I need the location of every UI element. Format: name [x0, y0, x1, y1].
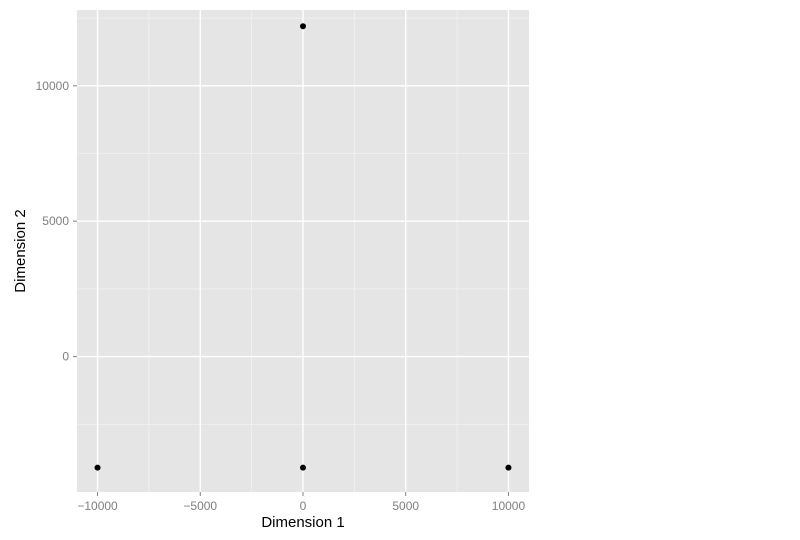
major-gridlines [77, 10, 529, 492]
y-tick-label: 0 [62, 350, 69, 364]
y-tick-label: 10000 [36, 79, 70, 93]
axis-ticks [73, 85, 509, 496]
x-tick-label: 5000 [392, 499, 419, 513]
scatter-point [300, 23, 306, 30]
x-tick-label: 0 [300, 499, 307, 513]
x-tick-label: 10000 [492, 499, 526, 513]
y-tick-label: 5000 [42, 214, 69, 228]
x-tick-label: −5000 [183, 499, 217, 513]
scatter-point [300, 464, 306, 471]
data-points [94, 23, 512, 471]
y-axis-title: Dimension 2 [12, 209, 29, 292]
scatter-point [94, 464, 101, 471]
scatter-point [505, 464, 512, 471]
x-tick-label: −10000 [77, 499, 118, 513]
x-axis-title: Dimension 1 [261, 514, 344, 531]
tick-labels: −10000 −5000 0 5000 10000 0 5000 10000 [36, 79, 526, 513]
